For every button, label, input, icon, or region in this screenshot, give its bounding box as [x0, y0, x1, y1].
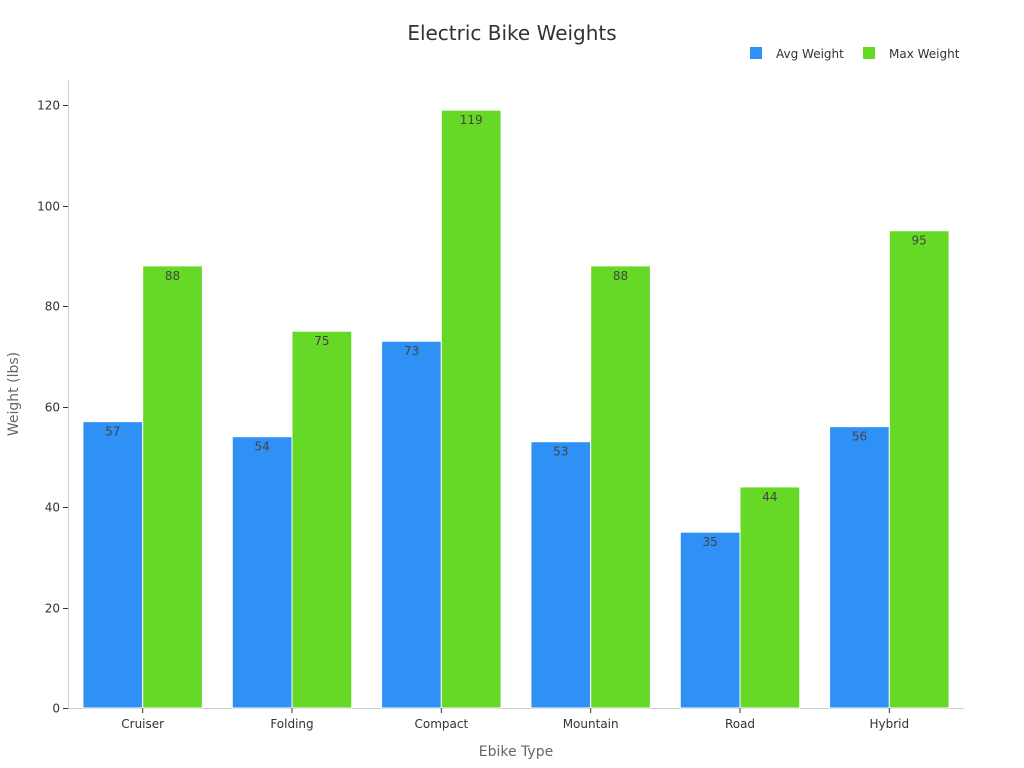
- y-tick-label: 20: [45, 602, 60, 616]
- data-label: 88: [613, 269, 628, 283]
- x-axis-label: Ebike Type: [479, 744, 553, 760]
- y-axis-label: Weight (lbs): [6, 352, 22, 436]
- data-label: 75: [314, 334, 329, 348]
- legend-swatch: [863, 47, 875, 59]
- data-label: 35: [702, 535, 717, 549]
- bars: 57 88 54 75 73 119 53 88 35 44 56 95: [82, 109, 950, 709]
- x-tick-label: Compact: [414, 717, 468, 731]
- legend-label: Avg Weight: [776, 47, 844, 61]
- x-tick-label: Hybrid: [870, 717, 910, 731]
- x-tick-label: Cruiser: [121, 717, 164, 731]
- bar-avg-weight-folding: [231, 436, 293, 709]
- y-tick-label: 0: [52, 702, 60, 716]
- y-tick-label: 40: [45, 501, 60, 515]
- y-axis-ticks: 0 20 40 60 80 100 120: [37, 99, 68, 716]
- data-label: 73: [404, 344, 419, 358]
- data-label: 95: [912, 234, 927, 248]
- bar-avg-weight-road: [679, 531, 741, 709]
- bar-max-weight-hybrid: [888, 230, 950, 709]
- x-tick-label: Road: [725, 717, 755, 731]
- bar-max-weight-cruiser: [142, 265, 203, 709]
- data-label: 119: [460, 113, 483, 127]
- data-label: 88: [165, 269, 180, 283]
- bar-max-weight-compact: [440, 109, 502, 709]
- data-label: 54: [254, 440, 269, 454]
- bar-avg-weight-compact: [381, 340, 442, 709]
- x-tick-label: Folding: [270, 717, 313, 731]
- legend-swatch: [750, 47, 762, 59]
- legend: Avg Weight Max Weight: [750, 47, 960, 61]
- bar-avg-weight-cruiser: [82, 421, 144, 709]
- bar-avg-weight-hybrid: [829, 426, 890, 709]
- y-tick-label: 120: [37, 99, 60, 113]
- x-tick-label: Mountain: [563, 717, 619, 731]
- bar-max-weight-mountain: [590, 265, 651, 709]
- y-tick-label: 60: [45, 401, 60, 415]
- chart-title: Electric Bike Weights: [407, 21, 616, 45]
- data-label: 56: [852, 430, 867, 444]
- bar-avg-weight-mountain: [530, 441, 592, 709]
- data-label: 44: [762, 490, 777, 504]
- y-tick-label: 100: [37, 200, 60, 214]
- bar-max-weight-road: [739, 486, 801, 709]
- legend-label: Max Weight: [889, 47, 960, 61]
- data-label: 53: [553, 445, 568, 459]
- y-tick-label: 80: [45, 300, 60, 314]
- x-axis-ticks: Cruiser Folding Compact Mountain Road Hybrid: [121, 708, 909, 731]
- bar-max-weight-folding: [291, 330, 353, 709]
- data-label: 57: [105, 425, 120, 439]
